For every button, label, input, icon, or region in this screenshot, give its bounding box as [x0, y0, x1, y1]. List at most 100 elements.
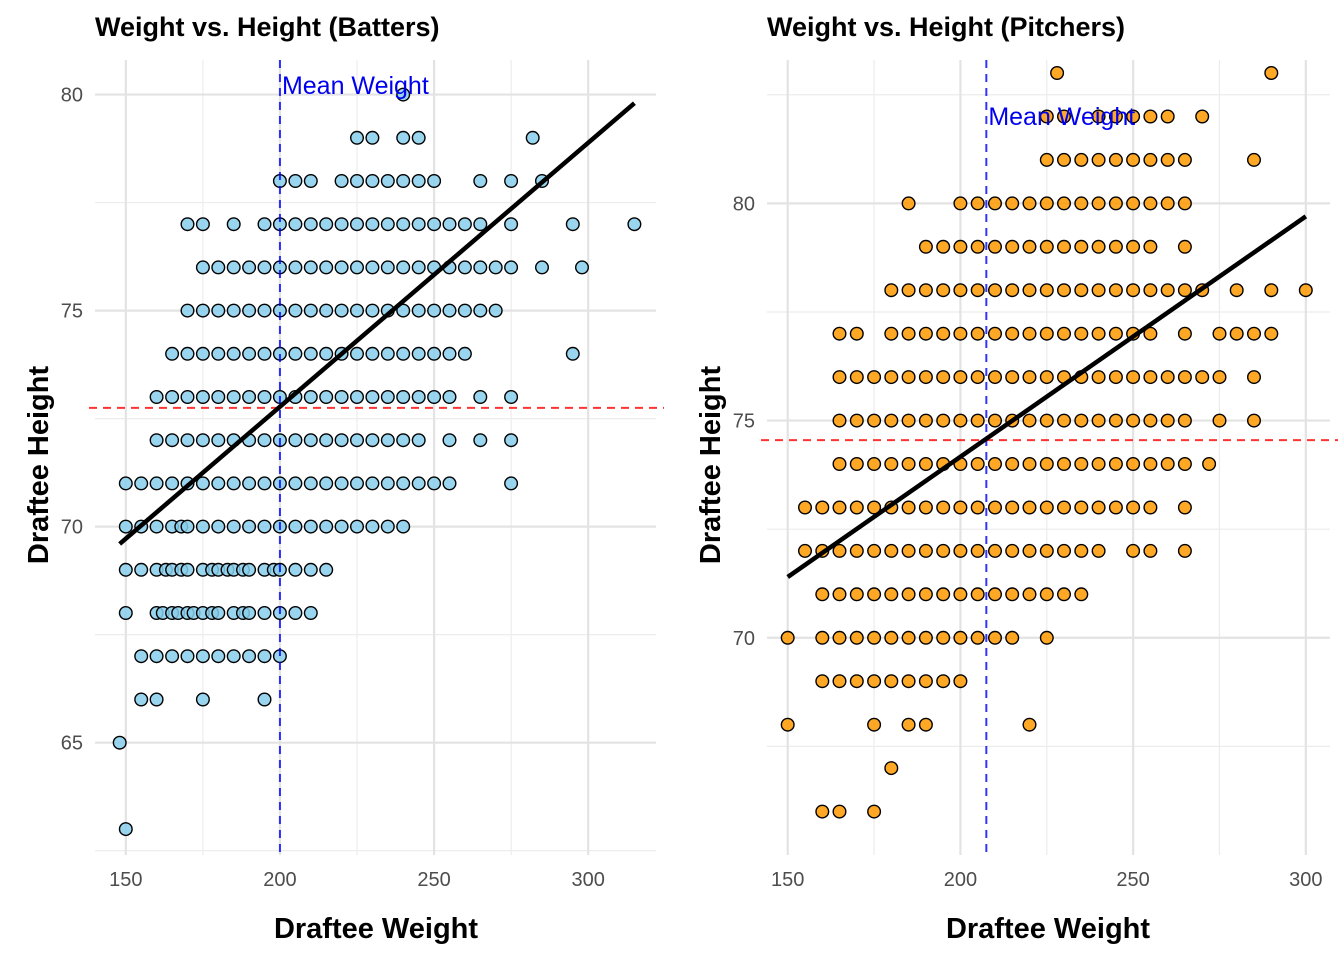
pitchers-data-point	[1177, 413, 1192, 428]
batters-x-tick-label: 250	[417, 869, 450, 891]
pitchers-data-point	[1022, 326, 1037, 341]
pitchers-data-point	[988, 326, 1003, 341]
batters-data-point	[118, 822, 133, 837]
batters-data-point	[411, 303, 426, 318]
batters-data-point	[134, 692, 149, 707]
pitchers-data-point	[1177, 196, 1192, 211]
batters-y-tick-label: 70	[61, 517, 83, 539]
batters-data-point	[396, 433, 411, 448]
batters-data-point	[195, 692, 210, 707]
batters-data-point	[211, 519, 226, 534]
batters-data-point	[180, 346, 195, 361]
pitchers-data-point	[1005, 457, 1020, 472]
pitchers-data-point	[867, 804, 882, 819]
batters-data-point	[118, 606, 133, 621]
pitchers-data-point	[1126, 500, 1141, 515]
batters-data-point	[195, 260, 210, 275]
batters-data-point	[257, 346, 272, 361]
batters-panel: Weight vs. Height (Batters) Draftee Weig…	[23, 12, 664, 945]
pitchers-data-point	[1108, 109, 1123, 124]
batters-data-point	[334, 433, 349, 448]
batters-data-point	[396, 519, 411, 534]
pitchers-data-point	[1108, 370, 1123, 385]
pitchers-data-point	[832, 543, 847, 558]
pitchers-data-point	[1143, 370, 1158, 385]
pitchers-data-point	[1074, 543, 1089, 558]
batters-data-point	[442, 476, 457, 491]
batters-data-point	[473, 433, 488, 448]
batters-trend-line	[118, 101, 636, 546]
pitchers-data-point	[1091, 239, 1106, 254]
pitchers-data-point	[1126, 370, 1141, 385]
batters-data-point	[535, 260, 550, 275]
pitchers-data-point	[1074, 239, 1089, 254]
batters-data-point	[365, 390, 380, 405]
batters-data-point	[473, 260, 488, 275]
batters-data-point	[211, 303, 226, 318]
pitchers-data-point	[988, 283, 1003, 298]
batters-data-point	[195, 519, 210, 534]
pitchers-data-point	[1229, 283, 1244, 298]
pitchers-data-point	[1056, 500, 1071, 515]
pitchers-data-point	[1126, 196, 1141, 211]
pitchers-data-point	[867, 587, 882, 602]
batters-data-point	[627, 217, 642, 232]
pitchers-data-point	[1143, 413, 1158, 428]
pitchers-data-point	[953, 500, 968, 515]
batters-data-point	[319, 390, 334, 405]
pitchers-data-point	[832, 674, 847, 689]
pitchers-data-point	[988, 239, 1003, 254]
batters-data-point	[242, 303, 257, 318]
batters-data-point	[365, 303, 380, 318]
batters-data-point	[504, 217, 519, 232]
pitchers-data-point	[970, 630, 985, 645]
batters-data-point	[396, 260, 411, 275]
pitchers-data-point	[1039, 283, 1054, 298]
batters-data-point	[365, 346, 380, 361]
batters-data-point	[257, 217, 272, 232]
batters-data-point	[195, 303, 210, 318]
pitchers-data-point	[1143, 283, 1158, 298]
batters-data-point	[473, 217, 488, 232]
pitchers-data-point	[970, 283, 985, 298]
batters-data-point	[427, 173, 442, 188]
pitchers-data-point	[1108, 500, 1123, 515]
batters-data-point	[134, 649, 149, 664]
pitchers-data-point	[1091, 500, 1106, 515]
pitchers-data-point	[1126, 283, 1141, 298]
pitchers-data-point	[1056, 283, 1071, 298]
pitchers-data-point	[1212, 326, 1227, 341]
pitchers-data-point	[936, 674, 951, 689]
batters-data-point	[165, 390, 180, 405]
batters-data-point	[257, 606, 272, 621]
batters-data-point	[457, 303, 472, 318]
pitchers-data-point	[1143, 109, 1158, 124]
pitchers-data-point	[867, 543, 882, 558]
batters-data-point	[149, 649, 164, 664]
batters-data-point	[242, 606, 257, 621]
batters-data-point	[319, 303, 334, 318]
batters-data-point	[211, 476, 226, 491]
pitchers-data-point	[1039, 587, 1054, 602]
batters-data-point	[226, 217, 241, 232]
batters-data-point	[365, 260, 380, 275]
batters-data-point	[442, 217, 457, 232]
pitchers-y-tick-label: 70	[733, 628, 755, 650]
pitchers-data-point	[918, 630, 933, 645]
pitchers-data-point	[953, 196, 968, 211]
pitchers-data-point	[936, 543, 951, 558]
pitchers-data-point	[936, 500, 951, 515]
pitchers-data-point	[884, 457, 899, 472]
pitchers-data-point	[1005, 370, 1020, 385]
pitchers-data-point	[884, 370, 899, 385]
pitchers-data-point	[1005, 196, 1020, 211]
pitchers-data-point	[849, 630, 864, 645]
batters-data-point	[288, 562, 303, 577]
batters-data-point	[411, 217, 426, 232]
pitchers-data-point	[901, 457, 916, 472]
pitchers-data-point	[1074, 500, 1089, 515]
batters-data-point	[575, 260, 590, 275]
batters-data-point	[350, 303, 365, 318]
pitchers-data-point	[953, 370, 968, 385]
batters-data-point	[427, 346, 442, 361]
